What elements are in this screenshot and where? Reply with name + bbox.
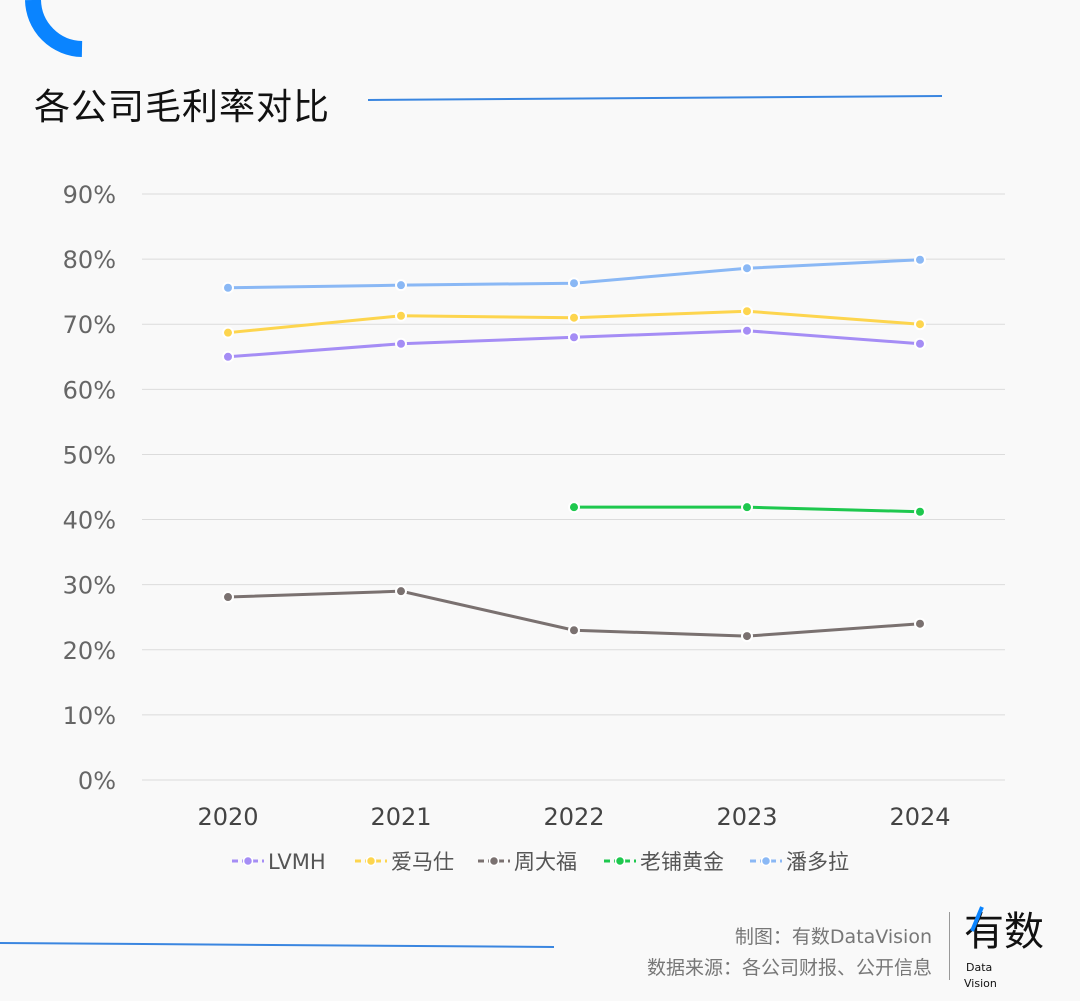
- data-point: [568, 311, 580, 324]
- logo-text: 有数: [964, 909, 1044, 955]
- y-tick-label: 40%: [63, 507, 116, 535]
- data-point: [741, 501, 753, 514]
- data-point: [741, 262, 753, 275]
- legend-label[interactable]: 周大福: [514, 850, 577, 874]
- data-point: [222, 281, 234, 294]
- data-point: [568, 624, 580, 637]
- title-rule: [367, 95, 943, 101]
- data-point: [395, 337, 407, 350]
- legend-marker: [242, 855, 254, 867]
- data-point: [222, 350, 234, 363]
- y-tick-label: 80%: [63, 246, 116, 274]
- data-point: [741, 630, 753, 643]
- y-tick-label: 70%: [63, 311, 116, 339]
- y-tick-label: 50%: [63, 441, 116, 469]
- data-point: [914, 337, 926, 350]
- data-point: [914, 617, 926, 630]
- logo-sub2: Vision: [964, 977, 997, 990]
- data-point: [395, 279, 407, 292]
- legend-label[interactable]: 老铺黄金: [640, 850, 724, 874]
- data-point: [395, 309, 407, 322]
- legend-label[interactable]: 潘多拉: [786, 850, 849, 874]
- data-point: [741, 305, 753, 318]
- data-point: [741, 324, 753, 337]
- decorative-arc: [25, 0, 83, 57]
- data-point: [222, 326, 234, 339]
- credit-text: 制图：有数DataVision: [734, 926, 932, 948]
- legend-marker: [614, 855, 626, 867]
- footer-rule: [0, 942, 555, 948]
- x-tick-label: 2022: [543, 803, 604, 831]
- y-tick-label: 20%: [63, 637, 116, 665]
- data-point: [395, 585, 407, 598]
- legend-marker: [488, 855, 500, 867]
- logo-sub1: Data: [966, 961, 992, 974]
- x-tick-label: 2023: [716, 803, 777, 831]
- y-tick-label: 30%: [63, 572, 116, 600]
- x-tick-label: 2021: [370, 803, 431, 831]
- data-point: [914, 505, 926, 518]
- chart-title: 各公司毛利率对比: [34, 87, 331, 128]
- y-tick-label: 60%: [63, 376, 116, 404]
- data-point: [914, 318, 926, 331]
- data-point: [568, 331, 580, 344]
- legend-marker: [760, 855, 772, 867]
- data-point: [568, 277, 580, 290]
- data-point: [222, 591, 234, 604]
- legend-label[interactable]: LVMH: [268, 850, 326, 874]
- datavision-logo: 有数 Data Vision: [964, 906, 1044, 990]
- y-tick-label: 90%: [63, 181, 116, 209]
- data-point: [914, 253, 926, 266]
- x-tick-label: 2024: [889, 803, 950, 831]
- y-tick-label: 0%: [78, 767, 116, 795]
- x-tick-label: 2020: [197, 803, 258, 831]
- data-point: [568, 501, 580, 514]
- source-text: 数据来源：各公司财报、公开信息: [646, 957, 932, 979]
- legend-marker: [365, 855, 377, 867]
- footer-divider: [949, 912, 950, 980]
- legend-label[interactable]: 爱马仕: [391, 850, 454, 874]
- y-tick-label: 10%: [63, 702, 116, 730]
